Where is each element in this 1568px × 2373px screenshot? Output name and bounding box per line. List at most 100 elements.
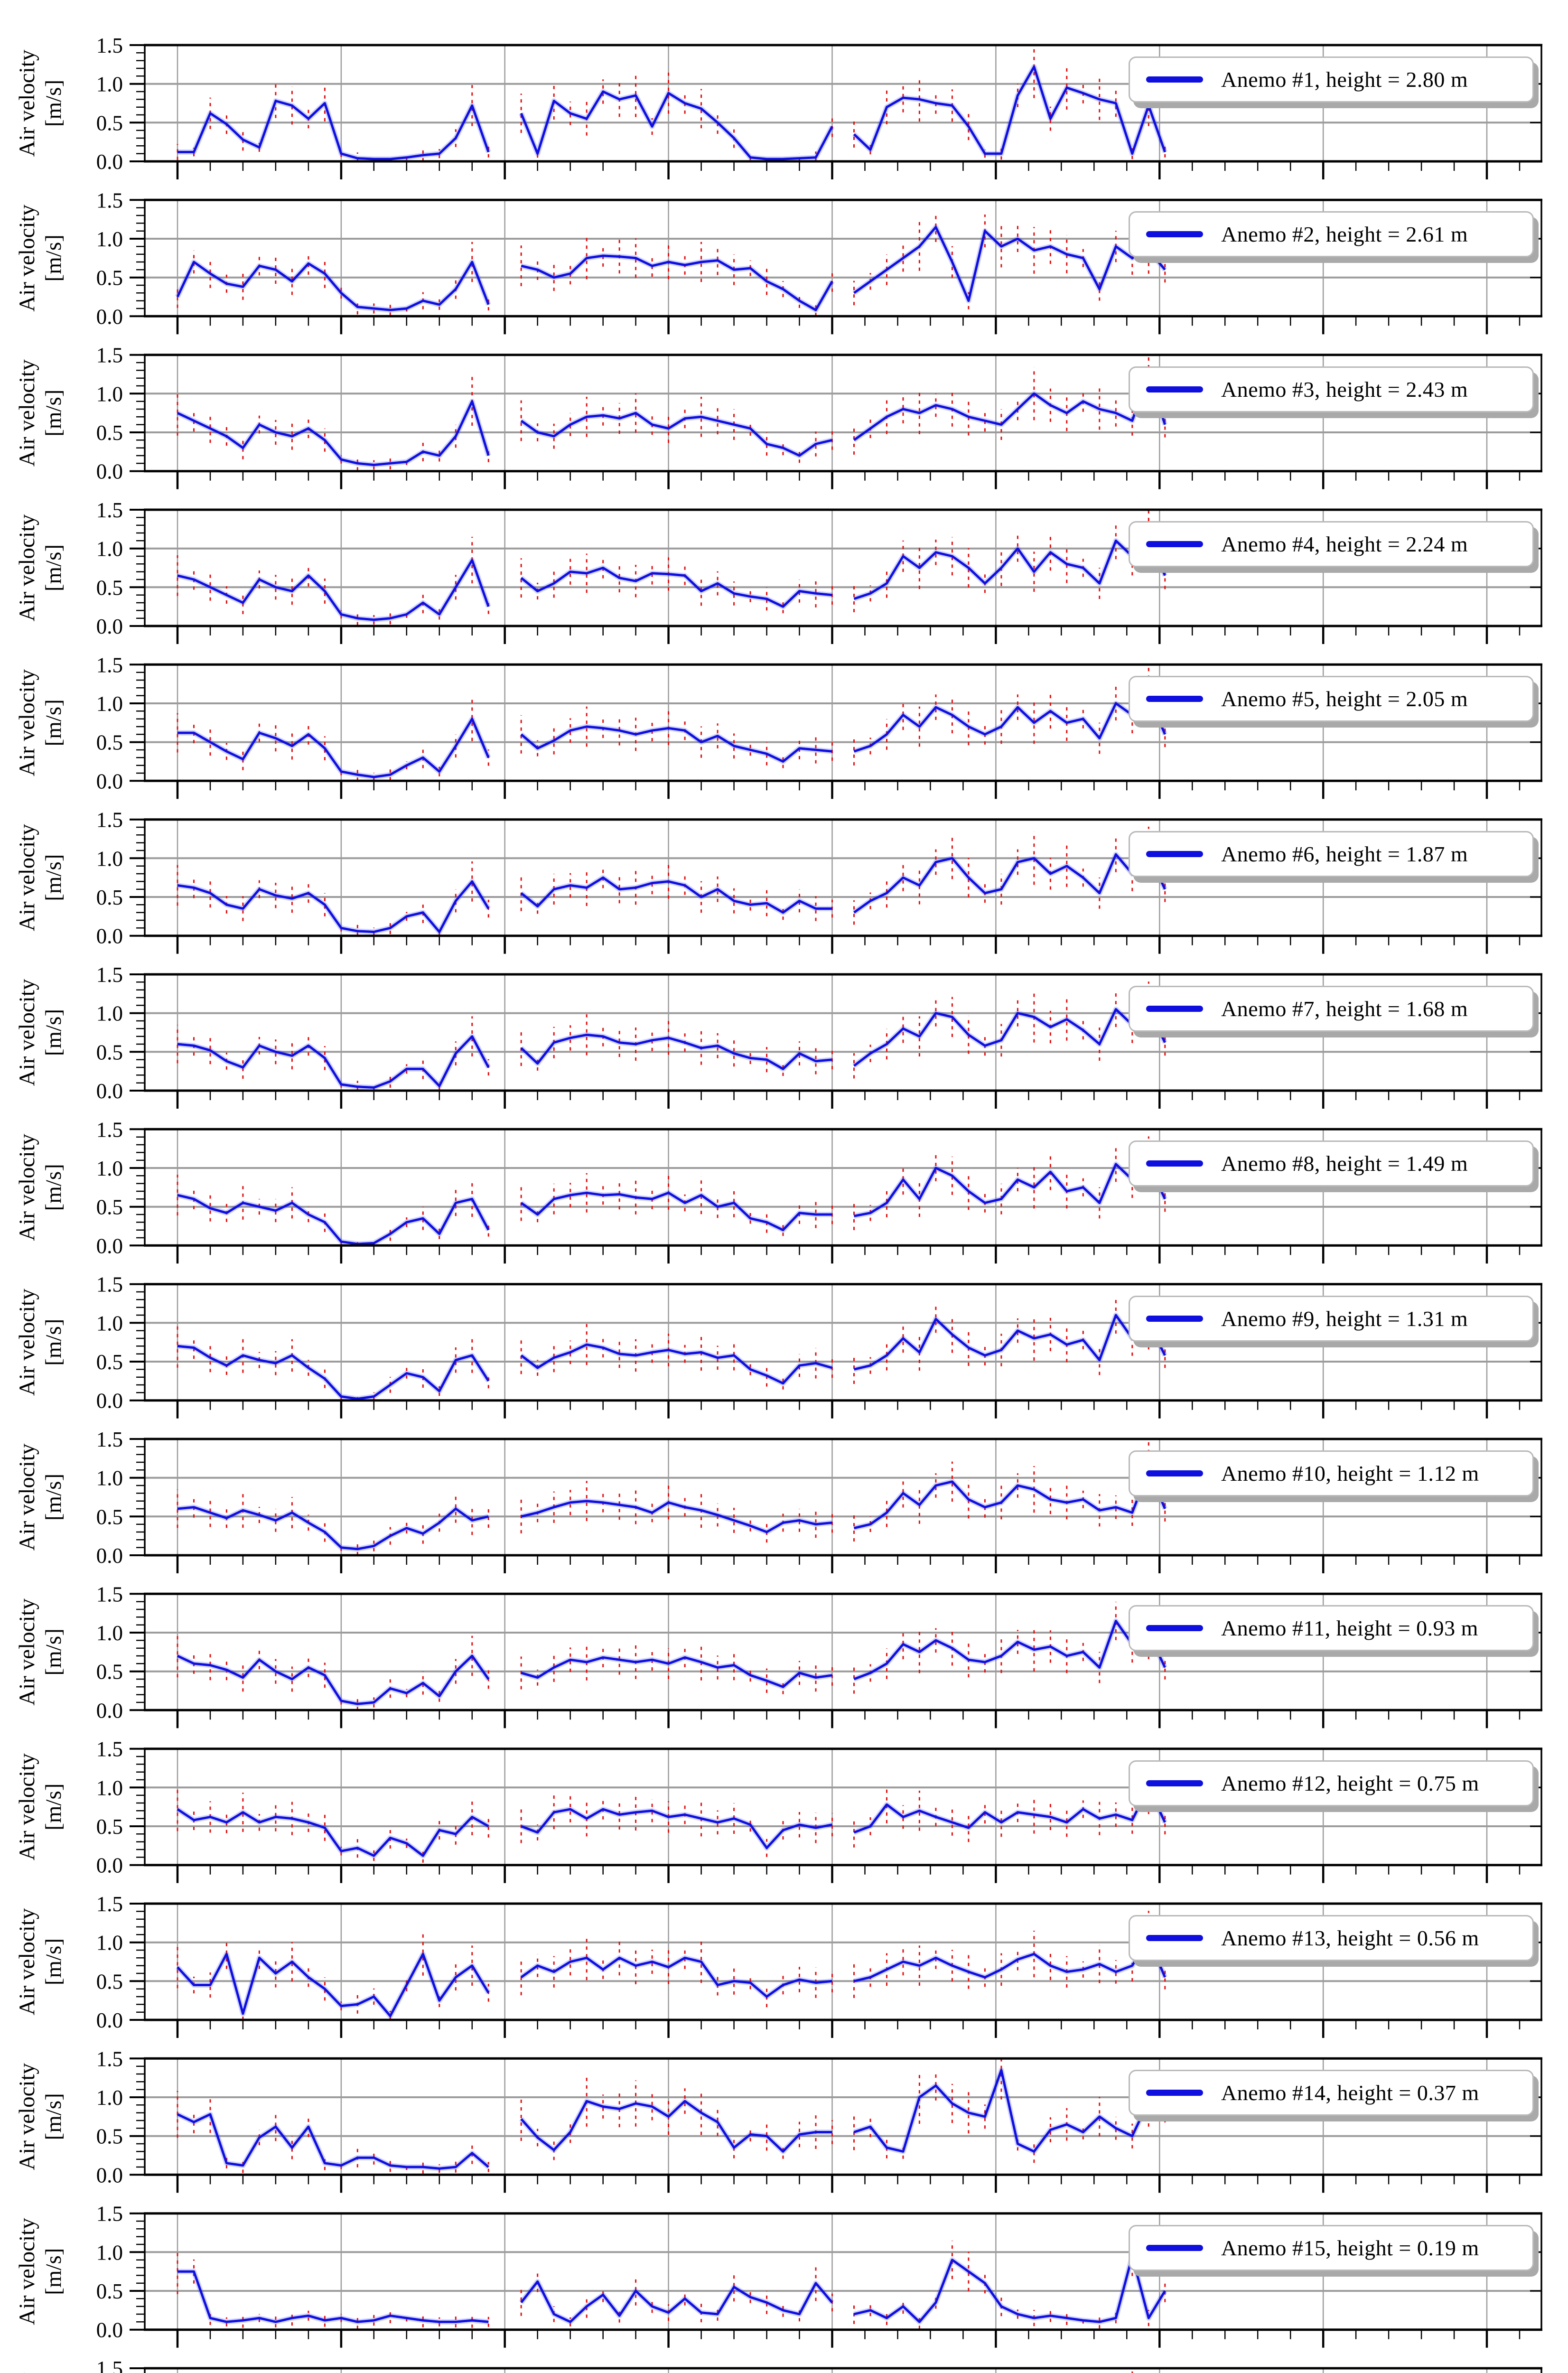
legend-anemo-10: Anemo #10, height = 1.12 m — [1129, 1450, 1534, 1496]
series-segment — [853, 1786, 1167, 1834]
axes-spines — [144, 663, 1542, 782]
svg-text:1.5: 1.5 — [96, 653, 123, 677]
series-segment — [176, 261, 490, 311]
series-line — [176, 1784, 1167, 1859]
svg-text:0.0: 0.0 — [96, 1079, 123, 1103]
legend-anemo-8: Anemo #8, height = 1.49 m — [1129, 1140, 1534, 1187]
error-bars — [177, 1441, 1166, 1555]
series-line — [175, 224, 1167, 313]
axes-spines — [144, 973, 1542, 1092]
series-line — [177, 64, 1167, 162]
series-segment — [853, 373, 1167, 441]
series-segment — [177, 2113, 489, 2170]
svg-text:0.5: 0.5 — [96, 2125, 123, 2149]
legend-anemo-15: Anemo #15, height = 0.19 m — [1129, 2224, 1534, 2271]
svg-text:[m/s]: [m/s] — [41, 699, 66, 746]
axes-spines — [144, 818, 1542, 937]
svg-text:1.0: 1.0 — [96, 537, 123, 561]
svg-text:[m/s]: [m/s] — [41, 390, 66, 437]
svg-text:1.0: 1.0 — [96, 2241, 123, 2264]
axes-spines — [144, 354, 1542, 473]
series-segment — [853, 226, 1166, 302]
svg-text:0.5: 0.5 — [96, 111, 123, 135]
series-segment — [177, 2270, 489, 2323]
svg-text:1.5: 1.5 — [96, 498, 123, 522]
axes-spines — [144, 1438, 1542, 1557]
series-segment — [520, 411, 833, 457]
legend-label: Anemo #4, height = 2.24 m — [1221, 532, 1468, 556]
x-ticks — [176, 316, 1521, 335]
series-segment — [853, 1937, 1167, 1982]
y-ticks: 0.0 0.5 1.0 1.5 — [96, 1273, 1541, 1413]
panel-anemo-14: 0.0 0.5 1.0 1.5 Air velocity [m/s] — [15, 2047, 1542, 2193]
y-axis-label: Air velocity[m/s] — [15, 1908, 66, 2015]
svg-text:0.0: 0.0 — [96, 2163, 123, 2187]
y-ticks: 0.0 0.5 1.0 1.5 — [96, 1738, 1541, 1878]
y-axis-label: Air velocity[m/s] — [15, 1133, 66, 1241]
y-ticks: 0.0 0.5 1.0 1.5 — [96, 1428, 1541, 1568]
svg-text:[m/s]: [m/s] — [41, 234, 66, 281]
y-axis-label: Air velocity[m/s] — [15, 2063, 66, 2170]
legend-line-icon — [1146, 1470, 1203, 1476]
svg-text:0.5: 0.5 — [96, 1196, 123, 1219]
legend-anemo-9: Anemo #9, height = 1.31 m — [1129, 1295, 1534, 1342]
legend-label: Anemo #7, height = 1.68 m — [1221, 996, 1468, 1021]
series-segment — [177, 1808, 489, 1857]
svg-text:1.5: 1.5 — [96, 34, 123, 57]
svg-text:0.0: 0.0 — [96, 1234, 123, 1258]
series-segment — [177, 1654, 490, 1705]
series-segment — [853, 2069, 1166, 2153]
svg-text:0.0: 0.0 — [96, 1389, 123, 1413]
y-ticks: 0.0 0.5 1.0 1.5 — [96, 2047, 1541, 2187]
y-ticks: 0.0 0.5 1.0 1.5 — [96, 498, 1541, 638]
svg-text:Air velocity: Air velocity — [15, 1753, 39, 1860]
error-bars — [177, 1136, 1166, 1246]
svg-text:0.5: 0.5 — [96, 1040, 123, 1064]
x-ticks — [176, 781, 1521, 799]
svg-text:Air velocity: Air velocity — [15, 514, 39, 621]
panel-anemo-4: 0.0 0.5 1.0 1.5 Air velocity [m/s] — [15, 498, 1542, 644]
y-ticks: 0.0 0.5 1.0 1.5 — [96, 188, 1541, 328]
svg-text:Air velocity: Air velocity — [15, 2063, 39, 2170]
series-segment — [521, 1808, 832, 1850]
axes-spines — [144, 1592, 1542, 1711]
svg-text:Air velocity: Air velocity — [15, 669, 39, 776]
svg-text:1.5: 1.5 — [96, 2357, 123, 2373]
legend-anemo-6: Anemo #6, height = 1.87 m — [1129, 831, 1534, 877]
svg-text:0.0: 0.0 — [96, 2009, 123, 2032]
svg-text:[m/s]: [m/s] — [41, 1164, 66, 1211]
svg-text:1.0: 1.0 — [96, 1467, 123, 1490]
series-segment — [854, 1163, 1167, 1217]
y-ticks: 0.0 0.5 1.0 1.5 — [96, 963, 1541, 1103]
series-segment — [177, 1953, 490, 2018]
svg-text:1.0: 1.0 — [96, 1002, 123, 1026]
panel-anemo-6: 0.0 0.5 1.0 1.5 Air velocity [m/s] — [15, 808, 1542, 954]
svg-text:Air velocity: Air velocity — [15, 1598, 39, 1705]
svg-text:1.5: 1.5 — [96, 1892, 123, 1916]
series-segment — [520, 1956, 832, 1998]
x-ticks — [176, 1091, 1521, 1109]
axes-spines — [144, 1283, 1542, 1402]
y-ticks: 0.0 0.5 1.0 1.5 — [96, 344, 1541, 484]
x-ticks — [176, 626, 1521, 644]
svg-text:0.5: 0.5 — [96, 421, 123, 445]
svg-text:Air velocity: Air velocity — [15, 359, 39, 467]
svg-text:[m/s]: [m/s] — [41, 854, 66, 901]
series-line — [177, 693, 1167, 780]
series-line — [175, 1936, 1167, 2019]
svg-text:1.5: 1.5 — [96, 963, 123, 987]
axes-spines — [144, 1128, 1542, 1247]
series-segment — [177, 880, 490, 933]
legend-line-icon — [1146, 386, 1203, 392]
x-ticks — [176, 1245, 1521, 1264]
error-bars — [177, 510, 1166, 626]
gridlines — [145, 1129, 1541, 1246]
legend-label: Anemo #6, height = 1.87 m — [1221, 841, 1468, 866]
panel-anemo-9: 0.0 0.5 1.0 1.5 Air velocity [m/s] — [15, 1273, 1542, 1419]
series-segment — [520, 567, 832, 608]
svg-text:1.0: 1.0 — [96, 1931, 123, 1955]
error-bars — [177, 1602, 1166, 1710]
svg-text:0.5: 0.5 — [96, 576, 123, 599]
